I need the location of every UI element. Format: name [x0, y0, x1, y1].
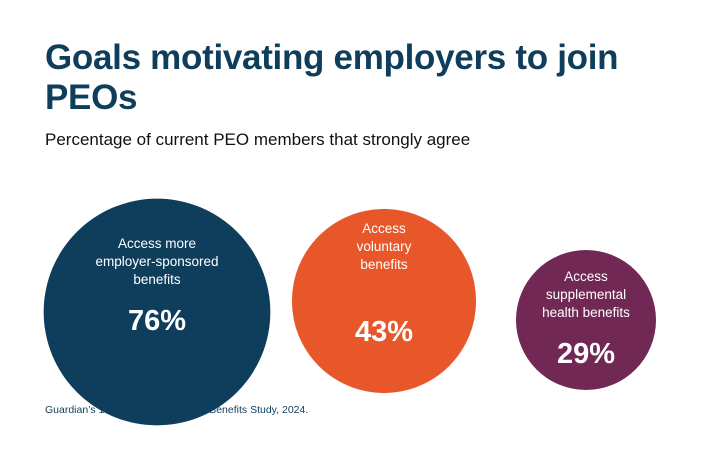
bubble-label: benefits	[360, 257, 408, 272]
chart-subtitle: Percentage of current PEO members that s…	[45, 130, 471, 149]
bubble-label: employer-sponsored	[95, 254, 218, 269]
bubble-2	[291, 208, 477, 394]
bubble-label: Access	[362, 221, 406, 236]
bubble-value-label: 43%	[355, 316, 413, 348]
bubble-label: supplemental	[546, 287, 626, 302]
bubble-label: voluntary	[357, 239, 412, 254]
bubble-label: health benefits	[542, 305, 630, 320]
bubble-value-label: 76%	[128, 305, 186, 337]
bubble-3	[515, 249, 657, 391]
bubble-label: Access more	[118, 236, 196, 251]
source-note: Guardian’s 13th Annual Workplace Benefit…	[45, 404, 309, 416]
bubble-1	[43, 198, 271, 426]
bubble-label: benefits	[133, 272, 181, 287]
bubble-label: Access	[564, 269, 608, 284]
bubble-value-label: 29%	[557, 338, 615, 370]
chart-title: Goals motivating employers to join PEOs	[45, 38, 619, 117]
